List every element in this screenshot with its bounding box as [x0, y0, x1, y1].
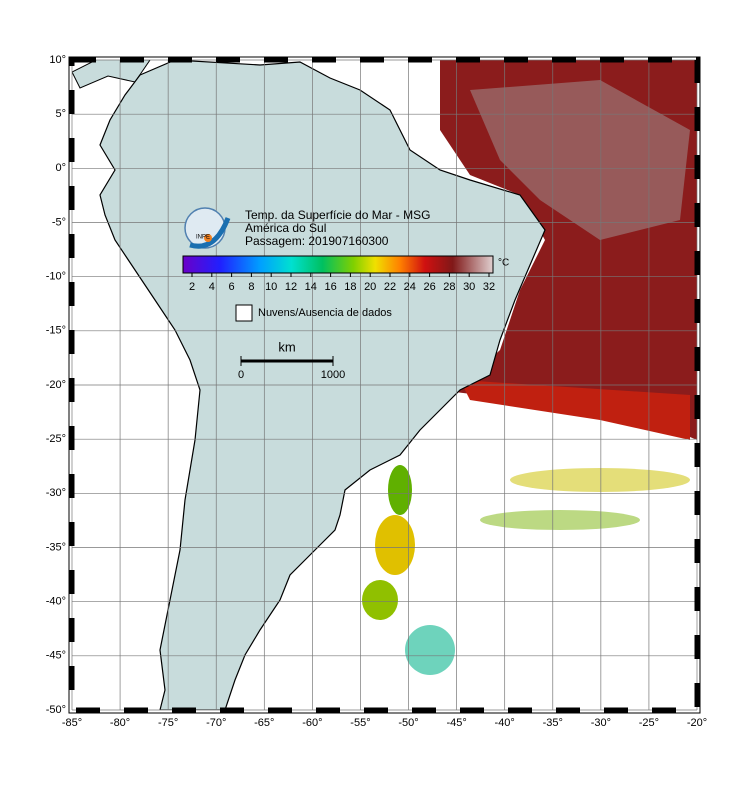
- x-tick-label: -50°: [398, 717, 418, 729]
- sst-patch: [480, 510, 640, 530]
- x-tick-label: -55°: [350, 717, 370, 729]
- sst-patch: [388, 465, 412, 515]
- x-tick-label: -40°: [495, 717, 515, 729]
- scale-unit: km: [278, 339, 295, 354]
- colorbar-label: 20: [364, 281, 376, 293]
- y-tick-label: 0°: [55, 162, 66, 174]
- title-line: Passagem: 201907160300: [245, 234, 389, 248]
- colorbar-label: 24: [404, 281, 416, 293]
- y-tick-label: -20°: [46, 379, 66, 391]
- sst-patch: [362, 580, 398, 620]
- y-tick-label: -50°: [46, 704, 66, 716]
- colorbar-label: 30: [463, 281, 475, 293]
- colorbar-label: 8: [248, 281, 254, 293]
- x-tick-label: -65°: [254, 717, 274, 729]
- y-tick-label: 10°: [49, 54, 66, 66]
- colorbar-label: 2: [189, 281, 195, 293]
- x-tick-label: -75°: [158, 717, 178, 729]
- y-tick-label: -5°: [52, 216, 66, 228]
- colorbar-label: 4: [209, 281, 215, 293]
- x-tick-label: -80°: [110, 717, 130, 729]
- sst-patch: [510, 468, 690, 492]
- frame: [69, 57, 700, 713]
- logo: INPE: [184, 207, 231, 249]
- x-tick-label: -85°: [62, 717, 82, 729]
- colorbar-label: 32: [483, 281, 495, 293]
- legend-label: Nuvens/Ausencia de dados: [258, 307, 392, 319]
- colorbar-label: 12: [285, 281, 297, 293]
- scale-label: 0: [238, 369, 244, 381]
- colorbar: [182, 255, 494, 274]
- colorbar-unit: °C: [498, 258, 509, 269]
- y-tick-label: -10°: [46, 271, 66, 283]
- y-tick-label: -40°: [46, 596, 66, 608]
- logo-arrow: [189, 217, 231, 249]
- y-tick-label: -35°: [46, 541, 66, 553]
- x-tick-label: -20°: [687, 717, 707, 729]
- colorbar-label: 22: [384, 281, 396, 293]
- x-tick-label: -60°: [302, 717, 322, 729]
- y-tick-label: 5°: [55, 108, 66, 120]
- colorbar-label: 26: [423, 281, 435, 293]
- legend-swatch: [235, 304, 253, 322]
- x-tick-label: -30°: [591, 717, 611, 729]
- title-line: Temp. da Superfície do Mar - MSG: [245, 208, 430, 222]
- colorbar-label: 28: [443, 281, 455, 293]
- logo-text: INPE: [196, 235, 210, 241]
- sst-patch: [375, 515, 415, 575]
- scale-label: 1000: [321, 369, 345, 381]
- x-tick-label: -70°: [206, 717, 226, 729]
- logo-globe: [184, 207, 226, 249]
- map-area: [72, 60, 697, 710]
- x-tick-label: -35°: [543, 717, 563, 729]
- sst-band: [460, 380, 690, 440]
- sst-hot: [470, 80, 690, 240]
- y-tick-label: -30°: [46, 487, 66, 499]
- colorbar-label: 18: [344, 281, 356, 293]
- y-tick-label: -15°: [46, 325, 66, 337]
- y-tick-label: -45°: [46, 650, 66, 662]
- sst-patch: [405, 625, 455, 675]
- frame-outline: [68, 56, 701, 714]
- colorbar-label: 10: [265, 281, 277, 293]
- x-tick-label: -25°: [639, 717, 659, 729]
- colorbar-label: 16: [324, 281, 336, 293]
- title-line: América do Sul: [245, 221, 326, 235]
- graticule: [71, 59, 698, 711]
- logo-sun: [204, 234, 212, 242]
- colorbar-label: 6: [229, 281, 235, 293]
- x-tick-label: -45°: [446, 717, 466, 729]
- colorbar-label: 14: [305, 281, 317, 293]
- y-tick-label: -25°: [46, 433, 66, 445]
